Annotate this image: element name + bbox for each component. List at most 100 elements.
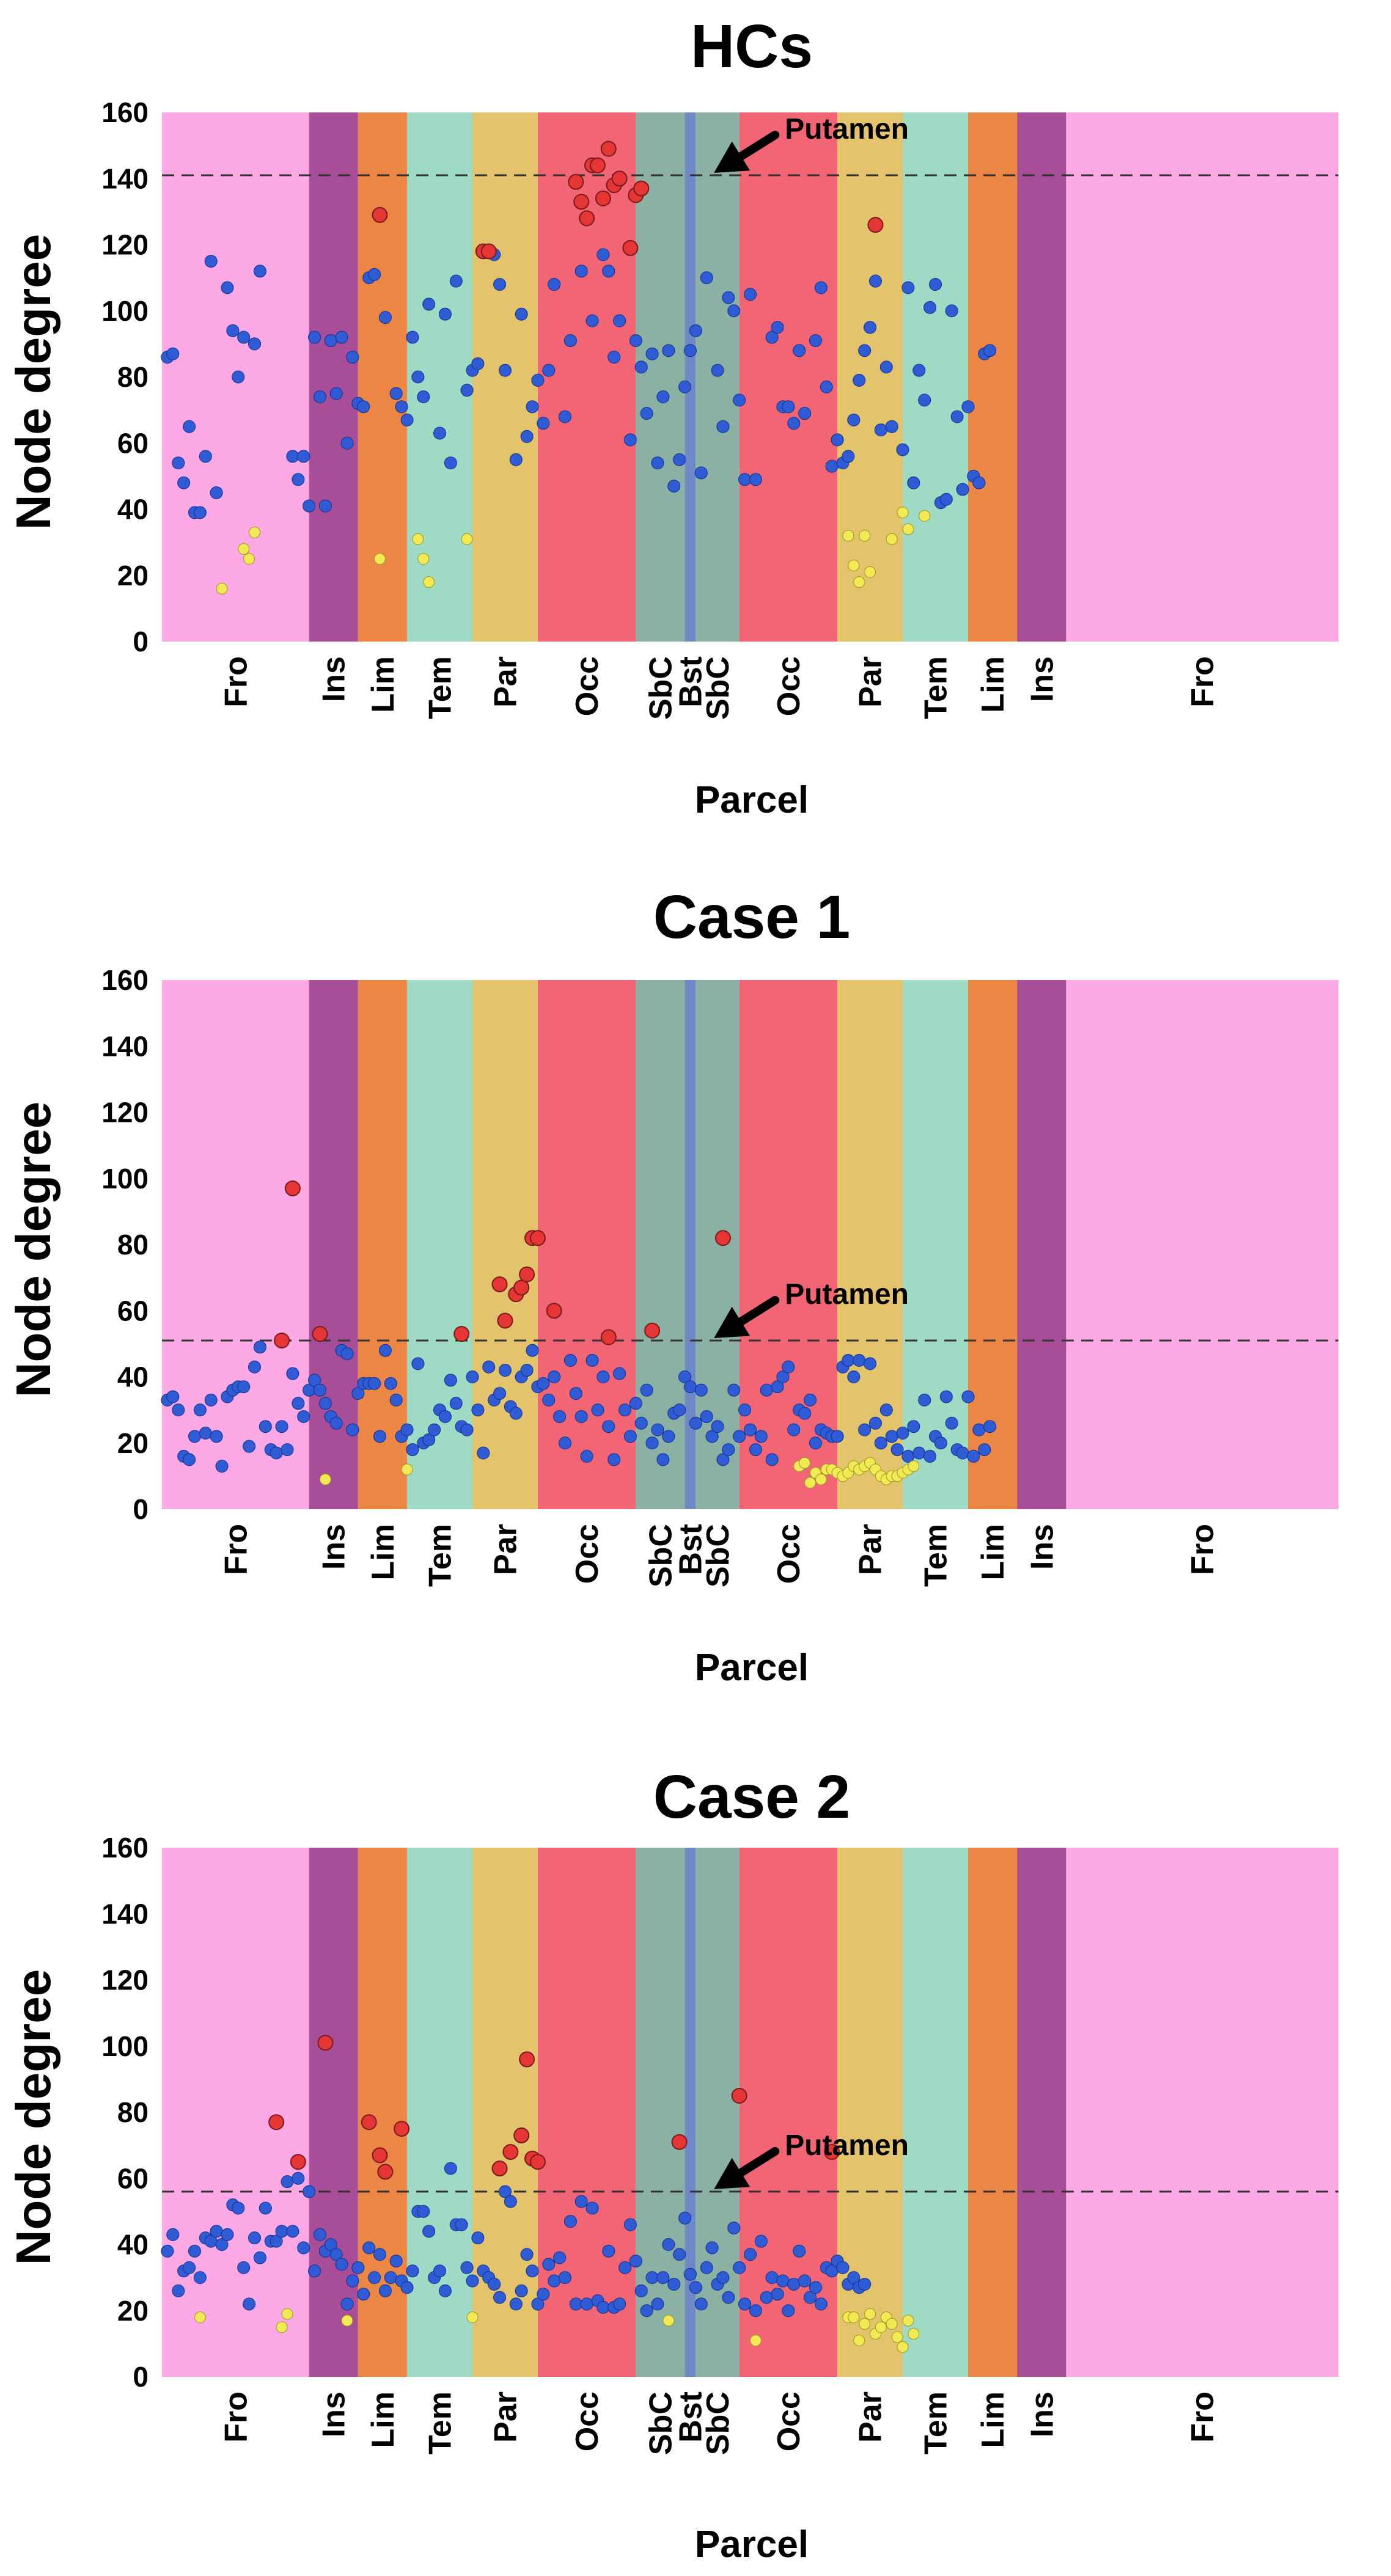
parcel-label-fro: Fro: [1185, 656, 1220, 708]
parcel-band-ins: [309, 112, 358, 642]
data-point-blue: [210, 1430, 223, 1443]
parcel-label-fro: Fro: [218, 2391, 254, 2443]
putamen-annotation: Putamen: [714, 1278, 909, 1338]
data-point-blue: [738, 473, 752, 486]
data-point-blue: [694, 466, 708, 480]
data-point-blue: [558, 2271, 571, 2285]
data-point-yellow: [243, 553, 255, 565]
data-point-blue: [765, 1453, 779, 1466]
data-point-blue: [303, 2185, 316, 2198]
parcel-bands: [162, 112, 1338, 642]
data-point-yellow: [859, 530, 871, 542]
data-point-blue: [259, 1420, 272, 1433]
parcel-label-occ: Occ: [771, 1524, 807, 1584]
data-point-blue: [972, 1423, 986, 1436]
parcel-band-par: [472, 980, 538, 1509]
data-point-red: [274, 1332, 290, 1348]
data-point-blue: [526, 1344, 539, 1357]
data-point-blue: [433, 426, 447, 440]
parcel-label-tem: Tem: [919, 656, 954, 719]
data-point-blue: [232, 370, 245, 384]
parcel-band-bst: [684, 112, 696, 642]
parcel-label-sbc: SbC: [700, 1524, 736, 1587]
data-point-blue: [177, 476, 191, 489]
data-point-blue: [303, 499, 316, 513]
data-point-blue: [193, 506, 207, 519]
data-point-red: [453, 1326, 470, 1342]
y-tick-label: 120: [101, 1964, 149, 1996]
data-point-blue: [744, 1423, 757, 1436]
parcel-label-par: Par: [488, 1524, 523, 1575]
data-point-blue: [438, 307, 452, 321]
data-point-blue: [983, 344, 997, 357]
parcel-label-tem: Tem: [919, 2391, 954, 2454]
parcel-band-occ: [739, 112, 838, 642]
putamen-arrow-head: [714, 141, 751, 173]
data-point-blue: [378, 2284, 392, 2297]
data-point-blue: [563, 2215, 577, 2228]
y-tick-label: 20: [117, 560, 149, 591]
data-point-blue: [836, 2261, 850, 2274]
data-point-blue: [204, 255, 218, 268]
y-tick-labels: 0 20 40 60 80 100 120 140 160: [101, 964, 149, 1525]
data-point-blue: [243, 2297, 256, 2311]
parcel-label-ins: Ins: [317, 656, 352, 702]
data-point-blue: [574, 2195, 588, 2208]
data-point-blue: [716, 420, 730, 433]
data-point-blue: [553, 1410, 567, 1423]
parcel-label-ins: Ins: [317, 2391, 352, 2437]
parcel-label-lim: Lim: [365, 656, 401, 712]
data-point-blue: [297, 1410, 310, 1423]
data-point-blue: [378, 1344, 392, 1357]
data-point-blue: [215, 2238, 229, 2251]
data-point-blue: [542, 2258, 556, 2271]
parcel-label-sbc: SbC: [643, 1524, 678, 1587]
data-point-blue: [292, 2172, 305, 2185]
data-point-blue: [362, 2241, 376, 2255]
parcel-band-fro: [1066, 1848, 1338, 2377]
data-point-blue: [607, 351, 621, 364]
y-tick-labels: 0 20 40 60 80 100 120 140 160: [101, 1832, 149, 2393]
data-point-blue: [477, 1446, 490, 1460]
data-point-blue: [520, 430, 534, 443]
data-point-blue: [411, 1357, 425, 1370]
data-point-blue: [700, 2261, 713, 2274]
data-point-blue: [232, 2201, 245, 2215]
parcel-label-tem: Tem: [423, 1524, 458, 1587]
data-point-yellow: [864, 2308, 876, 2320]
data-point-blue: [281, 1443, 294, 1457]
data-point-blue: [765, 2271, 779, 2285]
data-point-blue: [809, 334, 822, 347]
data-point-blue: [618, 1403, 632, 1417]
parcel-label-lim: Lim: [975, 1524, 1011, 1580]
parcel-band-par: [472, 112, 538, 642]
data-point-blue: [166, 347, 180, 360]
data-point-blue: [787, 1423, 801, 1436]
data-point-blue: [673, 2248, 686, 2261]
data-point-blue: [896, 443, 909, 456]
data-point-blue: [722, 291, 735, 304]
data-point-blue: [248, 337, 262, 351]
data-point-blue: [460, 1423, 474, 1436]
y-tick-label: 160: [101, 1832, 149, 1864]
data-point-yellow: [423, 576, 435, 588]
data-point-blue: [411, 370, 425, 384]
data-point-blue: [318, 1397, 332, 1410]
data-point-blue: [890, 1443, 904, 1457]
parcel-band-tem: [407, 1848, 472, 2377]
parcel-band-bst: [684, 980, 696, 1509]
data-point-blue: [482, 1360, 496, 1374]
data-point-yellow: [804, 1477, 817, 1489]
data-point-blue: [634, 2284, 648, 2297]
data-point-blue: [864, 321, 877, 334]
data-point-blue: [520, 2248, 534, 2261]
data-point-blue: [798, 2274, 812, 2288]
data-point-blue: [640, 2304, 653, 2318]
data-point-blue: [956, 483, 969, 496]
data-point-blue: [879, 360, 893, 374]
data-point-blue: [357, 400, 370, 414]
data-point-blue: [281, 2175, 294, 2189]
parcel-label-bst: Bst: [673, 656, 708, 708]
data-point-blue: [711, 364, 724, 377]
